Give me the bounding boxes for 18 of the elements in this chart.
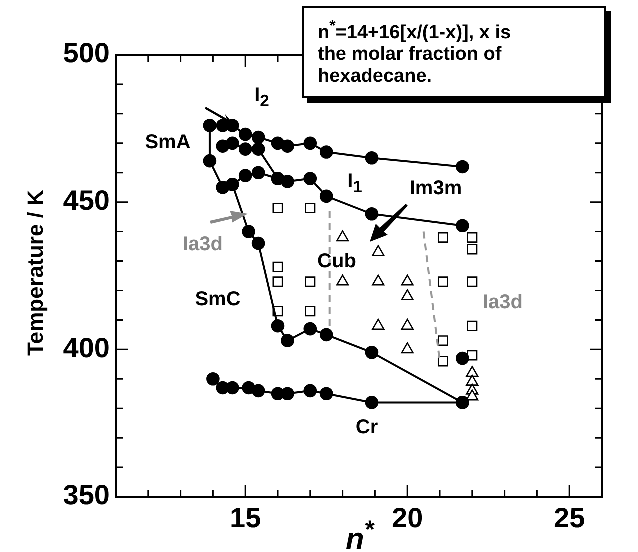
x-tick-label: 20 [392, 502, 424, 534]
y-axis-title: Temperature / K [23, 189, 49, 358]
annotation: Ia3d [482, 292, 524, 314]
x-tick-label: 25 [554, 502, 586, 534]
annotation: Cub [318, 250, 356, 274]
x-tick-label: 15 [230, 502, 262, 534]
y-tick-label: 450 [63, 185, 110, 216]
y-tick-label: 350 [63, 480, 110, 511]
annotation: Cr [356, 416, 378, 440]
annotation: Im3m [410, 178, 462, 200]
annotation: I$_{2}$ [254, 84, 270, 112]
x-axis-title: n$^{*}$ [346, 516, 374, 552]
annotation: SmA [145, 132, 191, 154]
annotation: Ia3d [182, 234, 224, 256]
y-tick-label: 400 [63, 332, 110, 364]
annotation: I$_{1}$ [348, 170, 362, 198]
annotation: SmC [195, 288, 241, 312]
y-tick-label: 500 [63, 38, 110, 69]
